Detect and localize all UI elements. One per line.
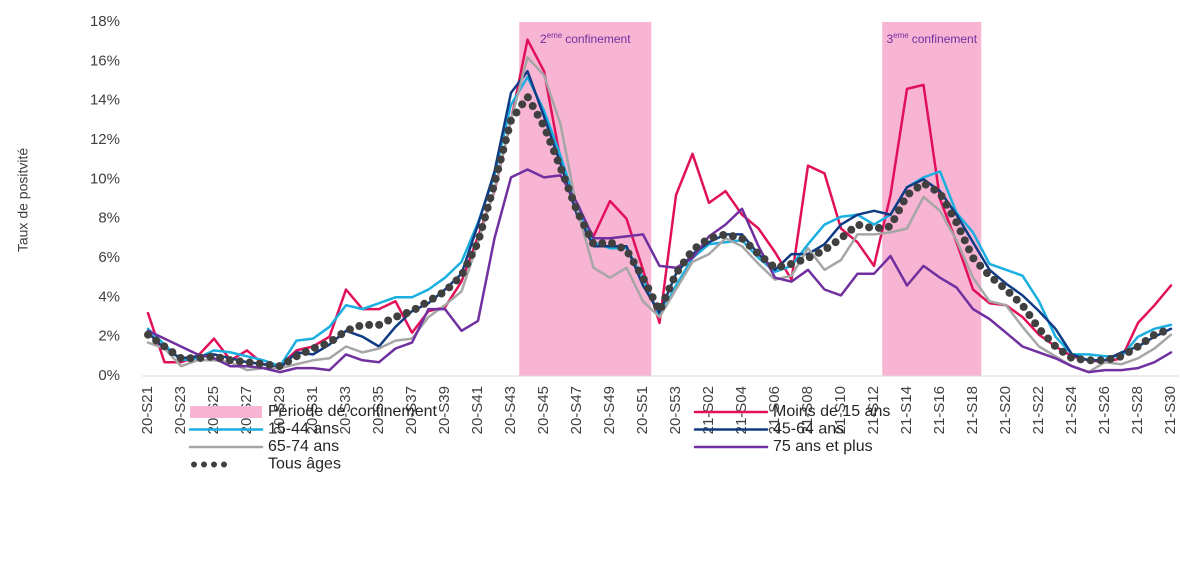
x-tick-label: 20-S31 (304, 386, 321, 434)
x-tick-label: 21-S04 (733, 386, 750, 434)
x-tick-label: 20-S35 (370, 386, 387, 434)
x-tick-label: 21-S08 (799, 386, 816, 434)
x-tick-label: 20-S53 (667, 386, 684, 434)
series-line (146, 56, 1173, 374)
x-tick-label: 20-S23 (172, 386, 189, 434)
label-sup: eme (893, 31, 909, 40)
legend-label: Période de confinement (268, 403, 438, 420)
legend-label: Moins de 15 ans (773, 403, 890, 420)
y-axis-label: Taux de positvité (15, 148, 31, 252)
y-tick-label: 2% (98, 328, 120, 345)
confinement-label: 3eme confinement (886, 31, 977, 46)
label-number: 2 (540, 32, 547, 46)
x-tick-label: 21-S22 (1030, 386, 1047, 434)
label-sup: eme (547, 31, 563, 40)
x-tick-label: 20-S43 (502, 386, 519, 434)
x-tick-label: 20-S47 (568, 386, 585, 434)
label-text: confinement (565, 32, 631, 46)
series-line (146, 69, 1173, 370)
legend-label: 75 ans et plus (773, 438, 873, 455)
y-tick-label: 10% (90, 170, 120, 187)
y-tick-label: 0% (98, 367, 120, 384)
x-tick-label: 21-S26 (1096, 386, 1113, 434)
legend-label: 65-74 ans (268, 438, 339, 455)
x-tick-label: 20-S45 (535, 386, 552, 434)
x-tick-label: 21-S14 (898, 386, 915, 434)
x-tick-label: 21-S12 (865, 386, 882, 434)
x-tick-label: 21-S10 (832, 386, 849, 434)
label-text: confinement (912, 32, 978, 46)
x-tick-label: 20-S21 (139, 386, 156, 434)
x-tick-label: 21-S18 (964, 386, 981, 434)
confinement-band (882, 22, 982, 376)
y-tick-label: 16% (90, 52, 120, 69)
x-tick-label: 20-S49 (601, 386, 618, 434)
x-tick-label: 21-S24 (1063, 386, 1080, 434)
x-tick-label: 21-S28 (1129, 386, 1146, 434)
confinement-label: 2eme confinement (540, 31, 631, 46)
y-tick-label: 14% (90, 92, 120, 109)
x-tick-label: 21-S30 (1162, 386, 1179, 434)
legend-label: 45-64 ans (773, 421, 844, 438)
legend-label: 15-44 ans (268, 421, 339, 438)
label-number: 3 (886, 32, 893, 46)
confinement-band (519, 22, 652, 376)
x-tick-label: 20-S29 (271, 386, 288, 434)
series-line (146, 168, 1173, 374)
legend-swatch (190, 406, 262, 418)
x-tick-label: 20-S33 (337, 386, 354, 434)
y-tick-label: 6% (98, 249, 120, 266)
y-tick-label: 4% (98, 288, 120, 305)
x-tick-label: 20-S37 (403, 386, 420, 434)
x-tick-label: 21-S20 (997, 386, 1014, 434)
x-tick-label: 21-S06 (766, 386, 783, 434)
y-tick-label: 12% (90, 131, 120, 148)
series-line (144, 92, 1175, 371)
x-tick-label: 20-S39 (436, 386, 453, 434)
x-tick-label: 21-S02 (700, 386, 717, 434)
legend-label: Tous âges (268, 456, 341, 473)
x-tick-label: 21-S16 (931, 386, 948, 434)
y-tick-label: 18% (90, 13, 120, 30)
x-tick-label: 20-S41 (469, 386, 486, 434)
x-tick-label: 20-S51 (634, 386, 651, 434)
y-tick-label: 8% (98, 210, 120, 227)
